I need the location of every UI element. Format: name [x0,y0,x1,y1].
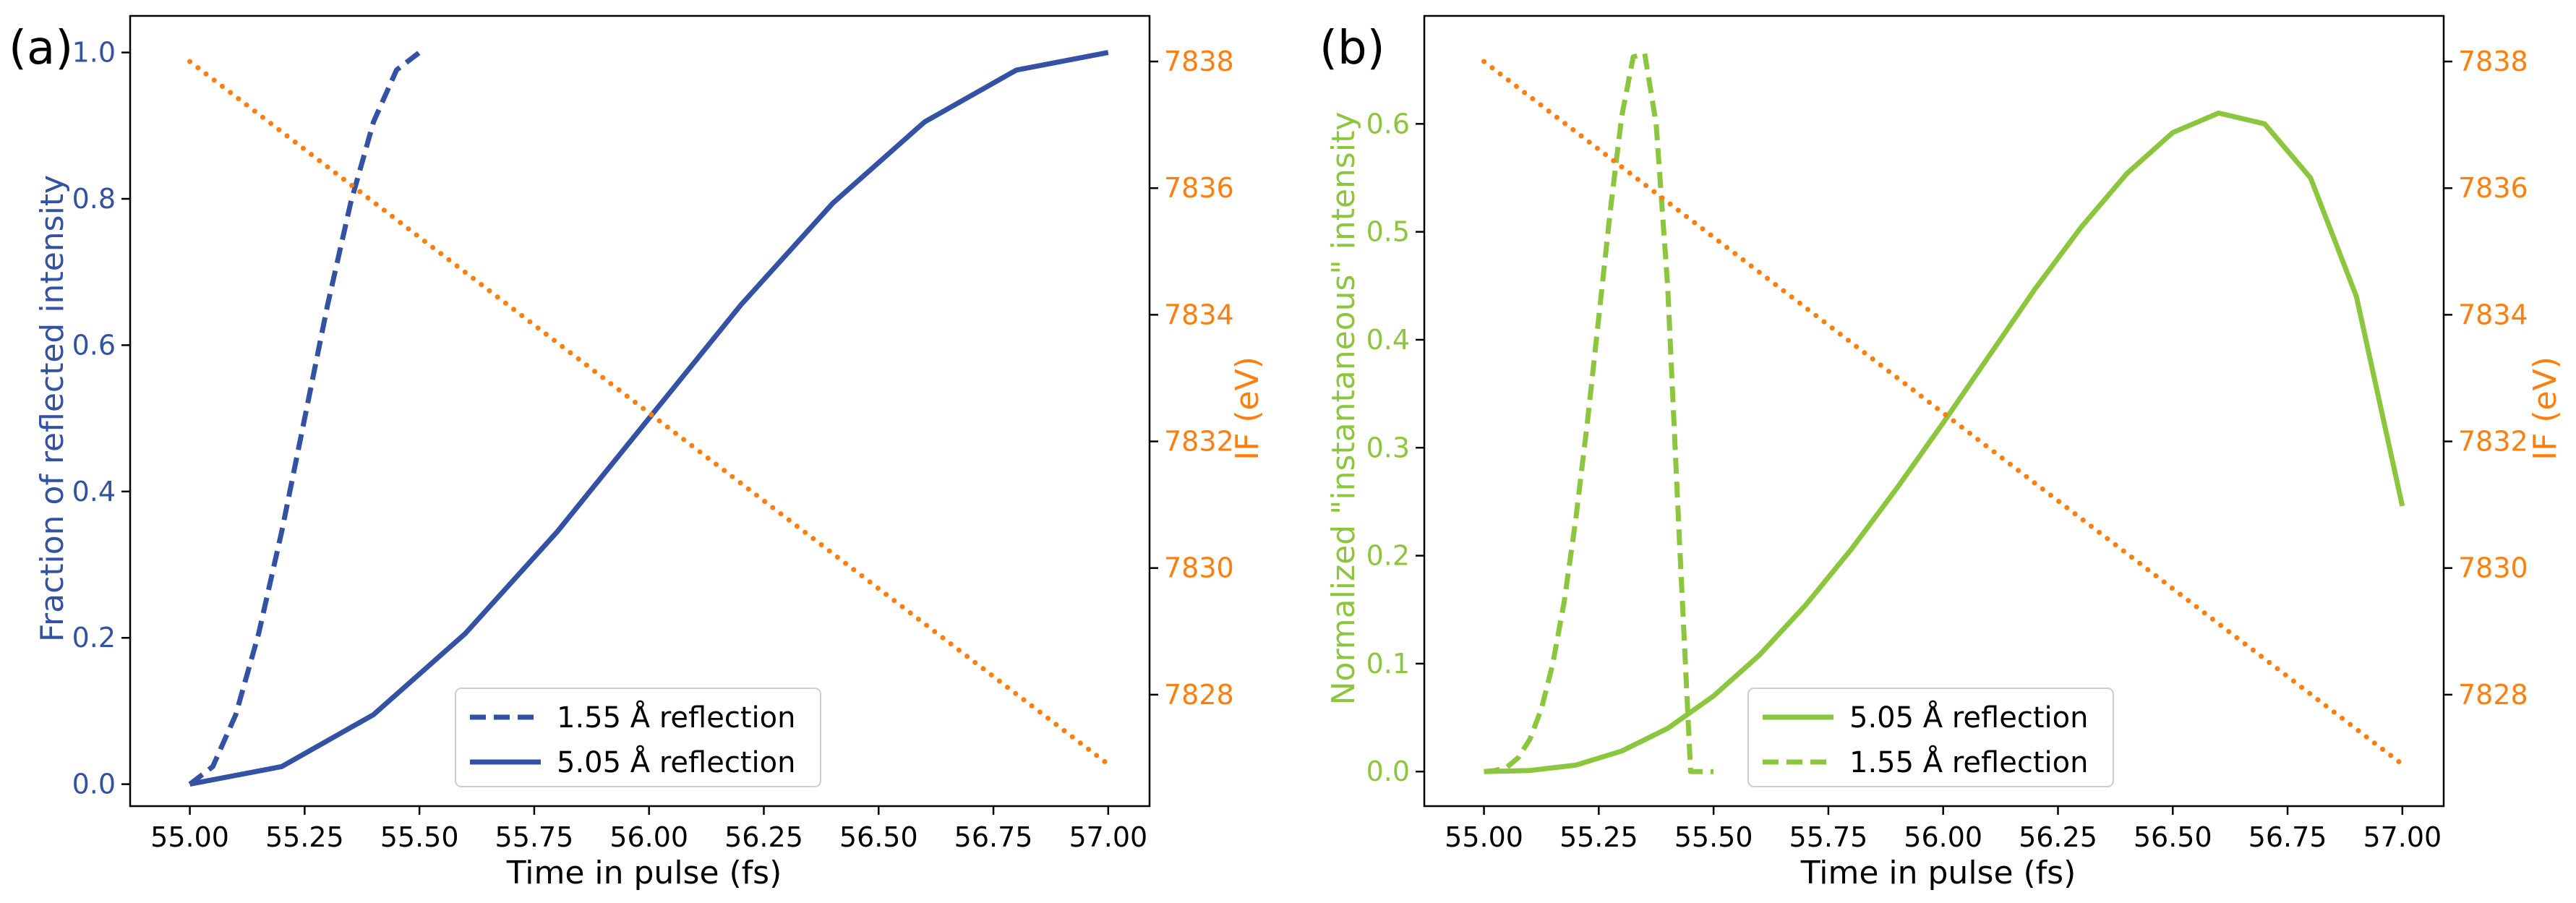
x-tick-label-b-3: 55.75 [1789,821,1868,853]
y2-tick-label-a-4: 7836 [1164,172,1234,204]
y-tick-label-b-5: 0.5 [1366,216,1410,248]
plot-frame-a [129,14,1151,808]
x-tick-label-b-5: 56.25 [2019,821,2097,853]
y2-tick-label-a-3: 7834 [1164,299,1234,330]
y-axis-label-b: Normalized "instantaneous" intensity [1325,112,1362,706]
x-tick-label-b-2: 55.50 [1674,821,1753,853]
x-tick-label-a-6: 56.50 [839,821,918,853]
y2-tick-label-b-0: 7828 [2458,679,2528,711]
legend-label-b-1: 1.55 Å reflection [1849,745,2088,779]
panel-label-b: (b) [1319,22,1385,75]
x-tick-label-a-3: 55.75 [495,821,574,853]
y-tick-label-a-4: 0.8 [72,183,116,215]
x-tick-label-a-2: 55.50 [380,821,459,853]
y2-tick-label-a-5: 7838 [1164,46,1234,77]
series-line-a-1 [189,50,1109,787]
panel-b: (b) Normalized "instantaneous" intensity… [1319,14,2564,891]
x-tick-label-a-0: 55.00 [150,821,229,853]
x-tick-label-a-1: 55.25 [265,821,344,853]
y-tick-label-b-6: 0.6 [1366,108,1410,140]
x-tick-label-a-8: 57.00 [1069,821,1147,853]
legend-box-b [1747,688,2114,787]
x-tick-label-a-5: 56.25 [724,821,803,853]
y2-tick-label-b-2: 7832 [2458,426,2528,458]
series-line-b-2 [1481,59,2405,767]
y-tick-label-a-1: 0.2 [72,622,116,654]
x-tick-label-a-7: 56.75 [954,821,1033,853]
y2-tick-label-b-3: 7834 [2458,299,2528,330]
y2-axis-label-a: IF (eV) [1229,356,1266,461]
x-axis-label-b: Time in pulse (fs) [1800,855,2076,891]
y-tick-label-a-5: 1.0 [72,37,116,69]
x-tick-label-b-8: 57.00 [2363,821,2442,853]
y2-axis-label-b: IF (eV) [2527,356,2564,461]
series-line-a-0 [188,50,422,787]
y2-tick-label-a-2: 7832 [1164,426,1234,458]
x-axis-label-a: Time in pulse (fs) [506,855,782,891]
x-tick-label-b-6: 56.50 [2134,821,2212,853]
y2-tick-label-b-1: 7830 [2458,552,2528,584]
legend-box-a [455,688,821,787]
y-tick-label-a-2: 0.4 [72,476,116,508]
x-tick-label-b-4: 56.00 [1904,821,1982,853]
y2-tick-label-a-0: 7828 [1164,679,1234,711]
y-tick-label-b-3: 0.3 [1366,432,1410,463]
legend-label-b-0: 5.05 Å reflection [1849,700,2088,735]
panel-a: (a) Fraction of reflected intensity IF (… [9,14,1266,891]
x-tick-label-b-1: 55.25 [1559,821,1638,853]
y2-tick-label-a-1: 7830 [1164,552,1234,584]
y-tick-label-b-2: 0.2 [1366,540,1410,572]
x-tick-label-a-4: 56.00 [609,821,688,853]
series-line-b-0 [1484,110,2405,774]
y-tick-label-a-3: 0.6 [72,329,116,361]
y-tick-label-b-0: 0.0 [1366,756,1410,787]
legend-label-a-0: 1.55 Å reflection [557,700,795,735]
y-tick-label-a-0: 0.0 [72,769,116,800]
legend-label-a-1: 5.05 Å reflection [557,745,795,779]
y-axis-label-a: Fraction of reflected intensity [34,175,71,642]
plot-frame-b [1423,14,2445,808]
y2-tick-label-b-4: 7836 [2458,172,2528,204]
y2-tick-label-b-5: 7838 [2458,46,2528,77]
series-line-b-1 [1484,51,1714,774]
y-tick-label-b-1: 0.1 [1366,648,1410,680]
series-line-a-2 [187,59,1111,767]
x-tick-label-b-7: 56.75 [2248,821,2327,853]
x-tick-label-b-0: 55.00 [1445,821,1523,853]
y-tick-label-b-4: 0.4 [1366,324,1410,356]
panel-label-a: (a) [9,22,73,75]
